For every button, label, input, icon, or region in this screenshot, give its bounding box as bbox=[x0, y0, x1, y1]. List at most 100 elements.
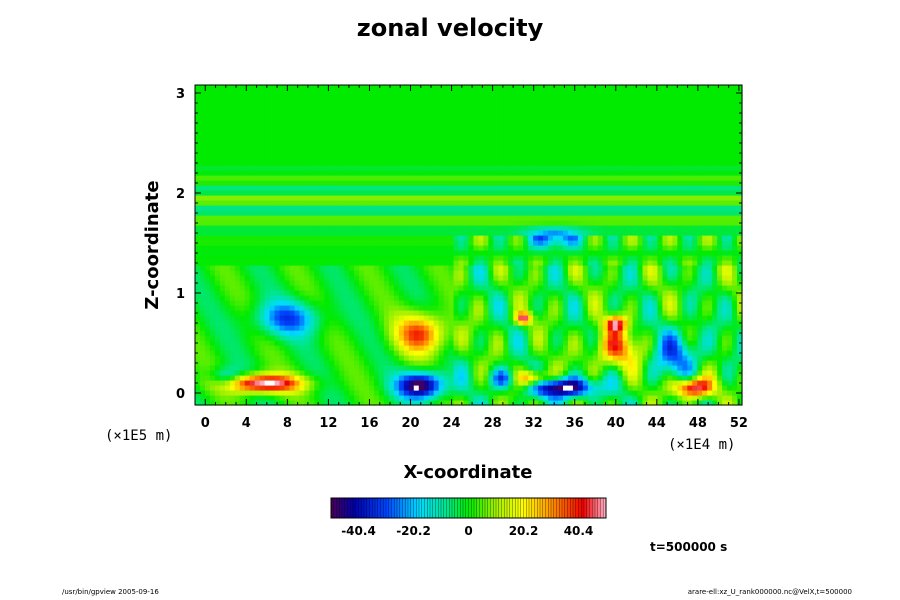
heatmap-cell bbox=[239, 290, 246, 296]
heatmap-cell bbox=[319, 255, 325, 261]
heatmap-cell bbox=[359, 225, 365, 231]
heatmap-cell bbox=[214, 265, 221, 271]
heatmap-cell bbox=[304, 220, 310, 226]
heatmap-cell bbox=[364, 220, 370, 226]
heatmap-cell bbox=[324, 380, 330, 386]
heatmap-cell bbox=[199, 135, 206, 141]
heatmap-cell bbox=[508, 265, 514, 271]
heatmap-cell bbox=[463, 195, 470, 201]
heatmap-cell bbox=[204, 200, 211, 206]
heatmap-cell bbox=[324, 155, 330, 161]
heatmap-cell bbox=[443, 155, 450, 161]
heatmap-cell bbox=[259, 355, 266, 361]
heatmap-cell bbox=[204, 385, 211, 391]
heatmap-cell bbox=[369, 265, 375, 271]
heatmap-cell bbox=[244, 295, 251, 301]
heatmap-cell bbox=[523, 325, 529, 331]
heatmap-cell bbox=[314, 185, 320, 191]
heatmap-cell bbox=[388, 170, 395, 176]
heatmap-cell bbox=[413, 185, 420, 191]
heatmap-cell bbox=[294, 285, 301, 291]
heatmap-cell bbox=[314, 170, 320, 176]
heatmap-cell bbox=[393, 95, 400, 101]
heatmap-cell bbox=[418, 385, 425, 391]
heatmap-cell bbox=[383, 195, 390, 201]
heatmap-cell bbox=[513, 310, 519, 316]
heatmap-cell bbox=[473, 125, 480, 131]
heatmap-cell bbox=[339, 305, 345, 311]
heatmap-cell bbox=[383, 155, 390, 161]
heatmap-cell bbox=[493, 345, 499, 351]
heatmap-cell bbox=[393, 400, 400, 406]
heatmap-cell bbox=[433, 310, 440, 316]
heatmap-cell bbox=[562, 140, 569, 146]
heatmap-cell bbox=[309, 390, 315, 396]
heatmap-cell bbox=[553, 175, 559, 181]
heatmap-cell bbox=[513, 200, 519, 206]
heatmap-cell bbox=[533, 325, 539, 331]
heatmap-cell bbox=[244, 335, 251, 341]
heatmap-cell bbox=[219, 260, 226, 266]
heatmap-cell bbox=[483, 85, 489, 91]
heatmap-cell bbox=[378, 130, 385, 136]
heatmap-cell bbox=[359, 190, 365, 196]
heatmap-cell bbox=[577, 210, 584, 216]
heatmap-cell bbox=[503, 285, 509, 291]
heatmap-cell bbox=[508, 195, 514, 201]
heatmap-cell bbox=[493, 125, 499, 131]
heatmap-cell bbox=[528, 180, 534, 186]
heatmap-cell bbox=[383, 85, 390, 91]
heatmap-cell bbox=[577, 215, 584, 221]
heatmap-cell bbox=[572, 145, 579, 151]
heatmap-cell bbox=[378, 295, 385, 301]
heatmap-cell bbox=[538, 295, 544, 301]
heatmap-cell bbox=[214, 175, 221, 181]
heatmap-cell bbox=[229, 235, 236, 241]
heatmap-cell bbox=[528, 360, 534, 366]
heatmap-cell bbox=[219, 300, 226, 306]
heatmap-cell bbox=[463, 155, 470, 161]
heatmap-cell bbox=[538, 115, 544, 121]
heatmap-cell bbox=[309, 175, 315, 181]
heatmap-cell bbox=[503, 345, 509, 351]
heatmap-cell bbox=[423, 295, 430, 301]
heatmap-cell bbox=[582, 380, 589, 386]
heatmap-cell bbox=[448, 200, 455, 206]
heatmap-cell bbox=[239, 85, 246, 91]
heatmap-cell bbox=[463, 150, 470, 156]
heatmap-cell bbox=[398, 235, 405, 241]
heatmap-cell bbox=[314, 320, 320, 326]
heatmap-cell bbox=[453, 100, 460, 106]
heatmap-cell bbox=[567, 320, 574, 326]
heatmap-cell bbox=[378, 190, 385, 196]
heatmap-cell bbox=[458, 360, 465, 366]
heatmap-cell bbox=[204, 400, 211, 406]
heatmap-cell bbox=[572, 400, 579, 406]
heatmap-cell bbox=[344, 115, 350, 121]
heatmap-cell bbox=[533, 155, 539, 161]
heatmap-cell bbox=[548, 150, 554, 156]
heatmap-cell bbox=[383, 350, 390, 356]
heatmap-cell bbox=[324, 130, 330, 136]
heatmap-cell bbox=[319, 265, 325, 271]
heatmap-cell bbox=[543, 285, 549, 291]
heatmap-cell bbox=[329, 235, 335, 241]
heatmap-cell bbox=[543, 295, 549, 301]
heatmap-cell bbox=[329, 335, 335, 341]
heatmap-cell bbox=[443, 320, 450, 326]
heatmap-cell bbox=[289, 210, 296, 216]
heatmap-cell bbox=[324, 85, 330, 91]
heatmap-cell bbox=[393, 165, 400, 171]
heatmap-cell bbox=[448, 360, 455, 366]
heatmap-cell bbox=[463, 255, 470, 261]
heatmap-cell bbox=[199, 375, 206, 381]
heatmap-cell bbox=[214, 220, 221, 226]
heatmap-cell bbox=[249, 195, 256, 201]
heatmap-cell bbox=[443, 160, 450, 166]
heatmap-cell bbox=[378, 340, 385, 346]
heatmap-cell bbox=[398, 115, 405, 121]
heatmap-cell bbox=[508, 330, 514, 336]
heatmap-cell bbox=[214, 155, 221, 161]
heatmap-cell bbox=[543, 260, 549, 266]
heatmap-cell bbox=[468, 325, 475, 331]
